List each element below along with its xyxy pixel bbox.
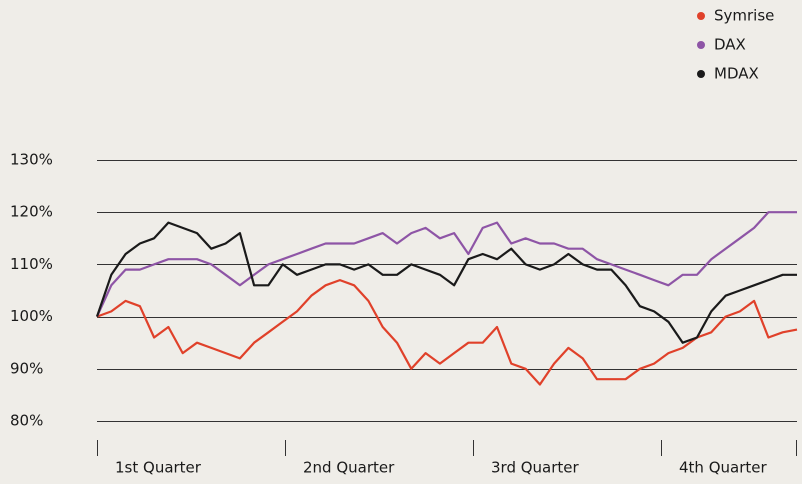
legend-label: Symrise	[714, 7, 774, 25]
x-dividers	[97, 440, 797, 456]
legend-marker	[697, 70, 705, 78]
legend-marker	[697, 41, 705, 49]
y-tick-label: 110%	[10, 255, 53, 273]
legend-label: MDAX	[714, 65, 759, 83]
x-tick-label: 4th Quarter	[679, 459, 767, 477]
y-tick-label: 90%	[10, 359, 43, 377]
legend-marker	[697, 12, 705, 20]
y-tick-label: 130%	[10, 151, 53, 169]
y-tick-label: 80%	[10, 412, 43, 430]
x-tick-label: 1st Quarter	[115, 459, 202, 477]
y-tick-label: 100%	[10, 307, 53, 325]
line-series	[95, 221, 797, 344]
x-tick-label: 3rd Quarter	[491, 459, 580, 477]
y-tick-label: 120%	[10, 203, 53, 221]
line-series	[96, 279, 798, 386]
line-series	[95, 211, 797, 318]
x-tick-label: 2nd Quarter	[303, 459, 395, 477]
legend-label: DAX	[714, 36, 746, 54]
